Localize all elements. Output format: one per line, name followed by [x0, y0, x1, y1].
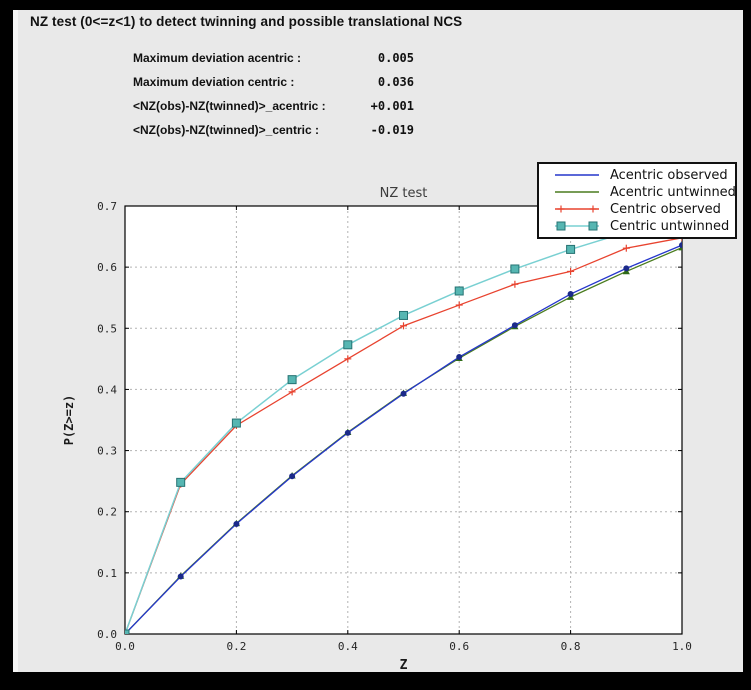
y-tick-label: 0.0: [97, 628, 117, 641]
x-tick-label: 1.0: [672, 640, 692, 653]
gridlines: [125, 206, 682, 634]
y-tick-label: 0.7: [97, 200, 117, 213]
legend-label: Acentric untwinned: [610, 184, 736, 200]
legend-label: Centric untwinned: [610, 218, 730, 234]
stat-value: 0.005: [377, 51, 414, 65]
legend-label: Acentric observed: [610, 167, 728, 183]
y-tick-label: 0.3: [97, 445, 117, 458]
series-layer: [125, 211, 682, 634]
x-tick-label: 0.2: [226, 640, 246, 653]
y-tick-label: 0.6: [97, 261, 117, 274]
stat-label: <NZ(obs)-NZ(twinned)>_acentric :: [133, 99, 326, 113]
legend-item-acentric-observed: Acentric observed: [553, 167, 735, 184]
y-tick-label: 0.1: [97, 567, 117, 580]
legend-label: Centric observed: [610, 201, 721, 217]
legend-line-sample: [553, 202, 601, 216]
chart-legend: Acentric observed Acentric untwinned Cen…: [537, 162, 737, 239]
y-tick-label: 0.4: [97, 383, 117, 396]
series-markers-acentric-observed: [125, 242, 682, 634]
plot-area: [125, 206, 682, 634]
page-title: NZ test (0<=z<1) to detect twinning and …: [30, 14, 463, 29]
stat-label: Maximum deviation centric :: [133, 75, 295, 89]
plot-title: NZ test: [380, 186, 428, 201]
legend-item-centric-observed: Centric observed: [553, 201, 735, 218]
stat-label: Maximum deviation acentric :: [133, 51, 302, 65]
plot-frame: [124, 205, 683, 635]
x-tick-label: 0.8: [561, 640, 581, 653]
x-tick-label: 0.6: [449, 640, 469, 653]
legend-line-sample: [553, 185, 601, 199]
stats-block: Maximum deviation acentric : 0.005 Maxim…: [133, 51, 414, 147]
stat-row-nz-diff-centric: <NZ(obs)-NZ(twinned)>_centric : -0.019: [133, 123, 414, 147]
y-tick-label: 0.5: [97, 322, 117, 335]
x-axis-label: Z: [400, 658, 408, 673]
y-axis-label: P(Z>=z): [62, 395, 76, 446]
legend-item-centric-untwinned: Centric untwinned: [553, 218, 735, 235]
stat-value: -0.019: [370, 123, 414, 137]
stat-value: 0.036: [377, 75, 414, 89]
legend-line-sample: [553, 219, 601, 233]
legend-item-acentric-untwinned: Acentric untwinned: [553, 184, 736, 201]
legend-line-sample: [553, 168, 601, 182]
y-tick-label: 0.2: [97, 506, 117, 519]
stat-row-max-dev-centric: Maximum deviation centric : 0.036: [133, 75, 414, 99]
stat-row-nz-diff-acentric: <NZ(obs)-NZ(twinned)>_acentric : +0.001: [133, 99, 414, 123]
stat-value: +0.001: [370, 99, 414, 113]
x-tick-label: 0.0: [115, 640, 135, 653]
stat-row-max-dev-acentric: Maximum deviation acentric : 0.005: [133, 51, 414, 75]
stat-label: <NZ(obs)-NZ(twinned)>_centric :: [133, 123, 320, 137]
x-tick-label: 0.4: [338, 640, 358, 653]
